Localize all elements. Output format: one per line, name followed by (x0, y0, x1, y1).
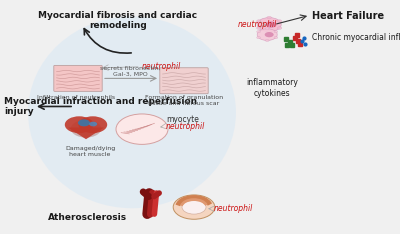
Circle shape (274, 31, 278, 33)
Circle shape (266, 21, 277, 28)
Text: neutrophil: neutrophil (142, 62, 181, 71)
Circle shape (116, 114, 168, 144)
Circle shape (257, 18, 281, 32)
Text: Damaged/dying
heart muscle: Damaged/dying heart muscle (65, 146, 115, 157)
Text: Heart Failure: Heart Failure (312, 11, 384, 21)
Text: Myocardial infraction and reperfusion
injury: Myocardial infraction and reperfusion in… (4, 97, 197, 116)
Text: Chronic myocardial inflammation: Chronic myocardial inflammation (312, 33, 400, 42)
Circle shape (274, 37, 278, 39)
Circle shape (266, 39, 269, 41)
Text: secrets fibronectin,
Gal-3, MPO: secrets fibronectin, Gal-3, MPO (100, 66, 160, 77)
Circle shape (78, 119, 90, 126)
Circle shape (257, 37, 260, 39)
Text: Atherosclerosis: Atherosclerosis (48, 213, 128, 222)
Circle shape (257, 31, 260, 33)
Text: inflammatory
cytokines: inflammatory cytokines (246, 78, 298, 98)
Circle shape (257, 29, 277, 40)
Circle shape (278, 20, 282, 22)
Circle shape (265, 32, 274, 37)
Circle shape (71, 120, 101, 138)
Text: Infiltration of neutrophils: Infiltration of neutrophils (37, 95, 115, 100)
Circle shape (267, 16, 271, 19)
Ellipse shape (28, 16, 236, 208)
Circle shape (278, 27, 282, 29)
Circle shape (182, 200, 206, 214)
Text: neutrophil: neutrophil (166, 122, 205, 131)
Circle shape (173, 195, 215, 219)
FancyBboxPatch shape (54, 65, 102, 91)
Text: myocyte: myocyte (166, 115, 199, 124)
FancyBboxPatch shape (160, 68, 208, 94)
Polygon shape (68, 128, 104, 139)
Circle shape (267, 30, 271, 33)
Circle shape (257, 27, 261, 29)
Circle shape (257, 20, 261, 22)
Text: neutrophil: neutrophil (238, 20, 277, 29)
Circle shape (266, 28, 269, 30)
Circle shape (89, 122, 97, 126)
Text: neutrophil: neutrophil (214, 204, 253, 213)
Circle shape (65, 116, 94, 133)
Text: Myocardial fibrosis and cardiac
remodeling: Myocardial fibrosis and cardiac remodeli… (38, 11, 198, 30)
Text: Formation of granulation
tissue and fibrous scar: Formation of granulation tissue and fibr… (145, 95, 223, 106)
Circle shape (78, 116, 107, 133)
